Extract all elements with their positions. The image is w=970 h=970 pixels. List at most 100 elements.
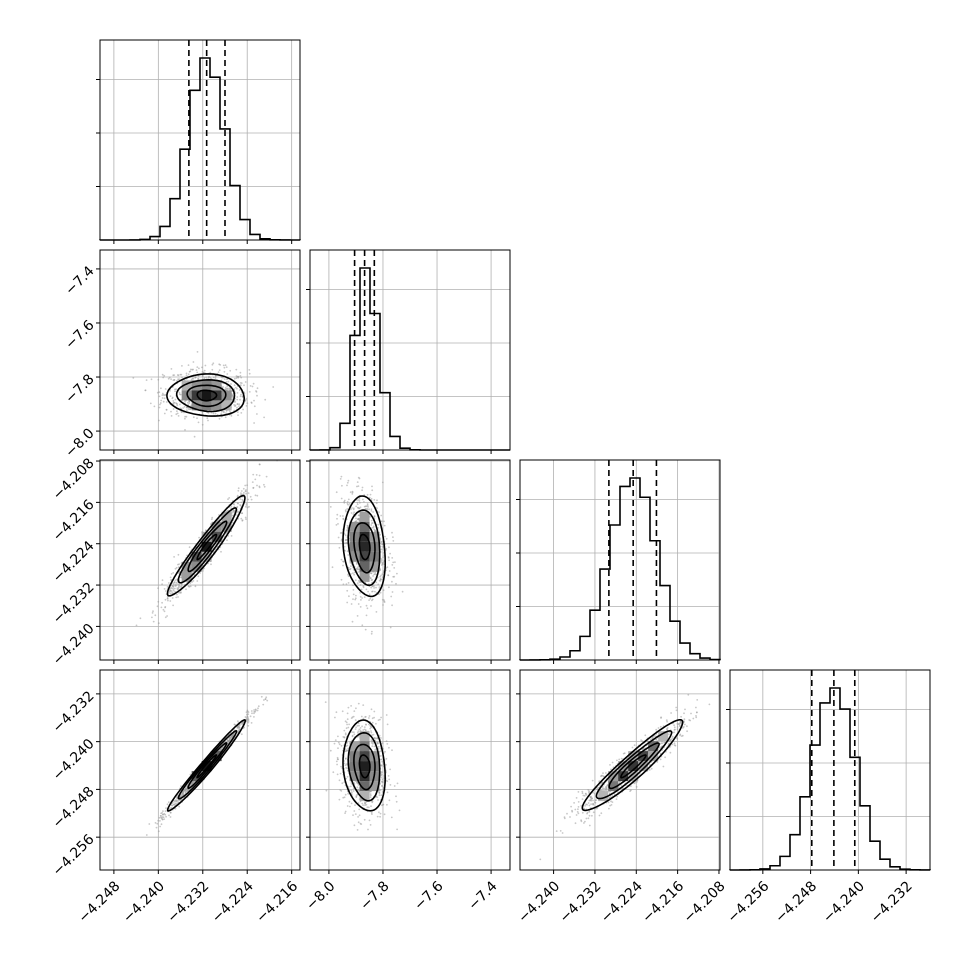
- scatter-point: [237, 511, 240, 513]
- scatter-point: [338, 798, 341, 801]
- scatter-point: [163, 610, 166, 613]
- panel-content: [135, 455, 278, 627]
- scatter-point: [380, 574, 382, 577]
- scatter-point: [342, 560, 344, 563]
- scatter-point: [346, 508, 349, 510]
- scatter-point: [171, 804, 173, 807]
- scatter-point: [344, 732, 347, 735]
- scatter-point: [162, 376, 165, 379]
- scatter-point: [274, 455, 276, 457]
- scatter-point: [168, 590, 171, 593]
- scatter-point: [239, 398, 241, 401]
- contour-line: [187, 520, 228, 573]
- scatter-point: [348, 503, 351, 505]
- scatter-point: [173, 556, 175, 558]
- scatter-point: [175, 402, 178, 405]
- scatter-point: [346, 529, 349, 532]
- scatter-point: [373, 745, 376, 748]
- scatter-point: [580, 805, 583, 807]
- scatter-point: [229, 738, 231, 741]
- scatter-point: [341, 782, 344, 785]
- scatter-point: [218, 417, 221, 420]
- scatter-point: [391, 580, 393, 583]
- scatter-point: [362, 729, 365, 731]
- scatter-point: [224, 416, 227, 419]
- scatter-point: [175, 583, 177, 586]
- scatter-point: [237, 414, 239, 417]
- scatter-point: [253, 712, 255, 715]
- scatter-point: [381, 784, 383, 787]
- scatter-point: [341, 484, 343, 487]
- scatter-point: [176, 593, 178, 596]
- scatter-point: [240, 493, 242, 496]
- scatter-point: [185, 406, 188, 409]
- scatter-point: [347, 573, 349, 576]
- scatter-point: [371, 522, 374, 524]
- scatter-point: [380, 559, 383, 561]
- scatter-point: [369, 727, 372, 730]
- scatter-point: [345, 757, 347, 760]
- scatter-point: [368, 599, 370, 601]
- scatter-point: [595, 807, 598, 810]
- scatter-point: [357, 722, 360, 725]
- scatter-point: [337, 741, 340, 744]
- scatter-point: [383, 599, 385, 601]
- scatter-point: [247, 713, 250, 716]
- scatter-point: [345, 727, 348, 730]
- scatter-point: [380, 764, 383, 767]
- scatter-point: [385, 757, 388, 760]
- scatter-point: [687, 693, 690, 696]
- scatter-point: [346, 524, 349, 527]
- scatter-point: [378, 511, 380, 514]
- scatter-point: [170, 410, 172, 413]
- scatter-point: [361, 725, 363, 728]
- scatter-point: [684, 708, 686, 711]
- scatter-point: [363, 728, 366, 731]
- scatter-point: [148, 823, 151, 825]
- scatter-point: [156, 605, 159, 608]
- panel-frame: [99, 669, 301, 871]
- scatter-point: [227, 380, 230, 383]
- scatter-point: [209, 371, 212, 374]
- scatter-point: [368, 717, 370, 719]
- contour-line: [347, 731, 381, 802]
- scatter-point: [240, 492, 242, 494]
- scatter-point: [343, 542, 346, 545]
- scatter-point: [210, 563, 212, 566]
- contour-line: [177, 729, 238, 800]
- scatter-point: [353, 733, 356, 736]
- scatter-point: [336, 773, 339, 776]
- scatter-point: [381, 543, 384, 546]
- panel-content: [145, 695, 269, 836]
- scatter-point: [172, 379, 175, 382]
- scatter-point: [171, 396, 174, 399]
- scatter-point: [378, 811, 380, 814]
- density-cell: [359, 791, 370, 802]
- scatter-point: [346, 601, 349, 604]
- scatter-point: [360, 715, 363, 718]
- scatter-point: [150, 378, 153, 381]
- scatter-point: [240, 501, 243, 504]
- scatter-point: [366, 493, 369, 496]
- scatter-point: [162, 810, 164, 812]
- scatter-point: [238, 389, 241, 391]
- scatter-point: [338, 779, 341, 782]
- scatter-point: [196, 351, 199, 353]
- scatter-point: [212, 376, 215, 379]
- scatter-point: [364, 508, 367, 510]
- scatter-point: [346, 712, 349, 715]
- density-cell: [359, 561, 370, 572]
- scatter-point: [358, 724, 360, 727]
- scatter-point: [236, 502, 239, 505]
- scatter-point: [244, 381, 247, 383]
- scatter-point: [157, 622, 160, 625]
- scatter-point: [349, 561, 352, 564]
- hist-panel-0: [96, 39, 301, 244]
- scatter-point: [160, 606, 163, 609]
- scatter-point: [340, 497, 343, 500]
- scatter-point: [377, 745, 380, 748]
- density-cell: [359, 761, 370, 772]
- scatter-point: [161, 373, 164, 376]
- scatter-point: [225, 510, 228, 513]
- scatter-point: [389, 552, 391, 555]
